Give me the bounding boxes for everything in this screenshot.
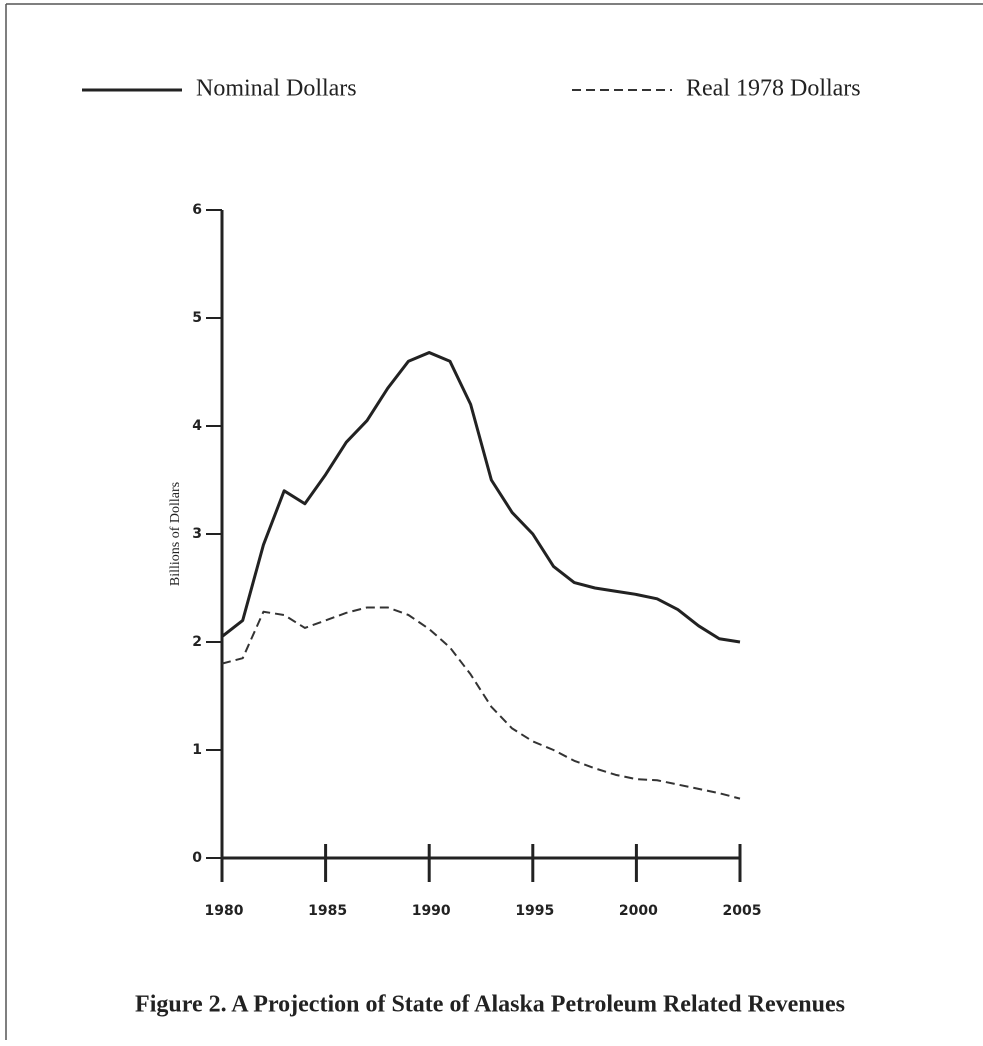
y-tick-label: 2 <box>192 634 202 650</box>
x-tick-label: 1985 <box>308 903 347 919</box>
chart-title: Figure 2. A Projection of State of Alask… <box>135 992 845 1018</box>
x-tick-label: 2005 <box>723 903 762 919</box>
x-tick-label: 1995 <box>515 903 554 919</box>
legend-label: Real 1978 Dollars <box>686 76 861 102</box>
y-tick-label: 6 <box>192 202 202 218</box>
y-tick-label: 4 <box>192 418 202 434</box>
line-series <box>221 351 741 644</box>
x-tick-label: 1990 <box>412 903 451 919</box>
x-tick-label: 2000 <box>619 903 658 919</box>
line-series <box>221 606 741 800</box>
y-tick-label: 1 <box>192 742 202 758</box>
legend-label: Nominal Dollars <box>196 76 357 102</box>
x-tick-label: 1980 <box>205 903 244 919</box>
y-axis-label: Billions of Dollars <box>168 482 183 586</box>
y-tick-label: 0 <box>192 850 202 866</box>
y-tick-label: 3 <box>192 526 202 542</box>
y-tick-label: 5 <box>192 310 202 326</box>
